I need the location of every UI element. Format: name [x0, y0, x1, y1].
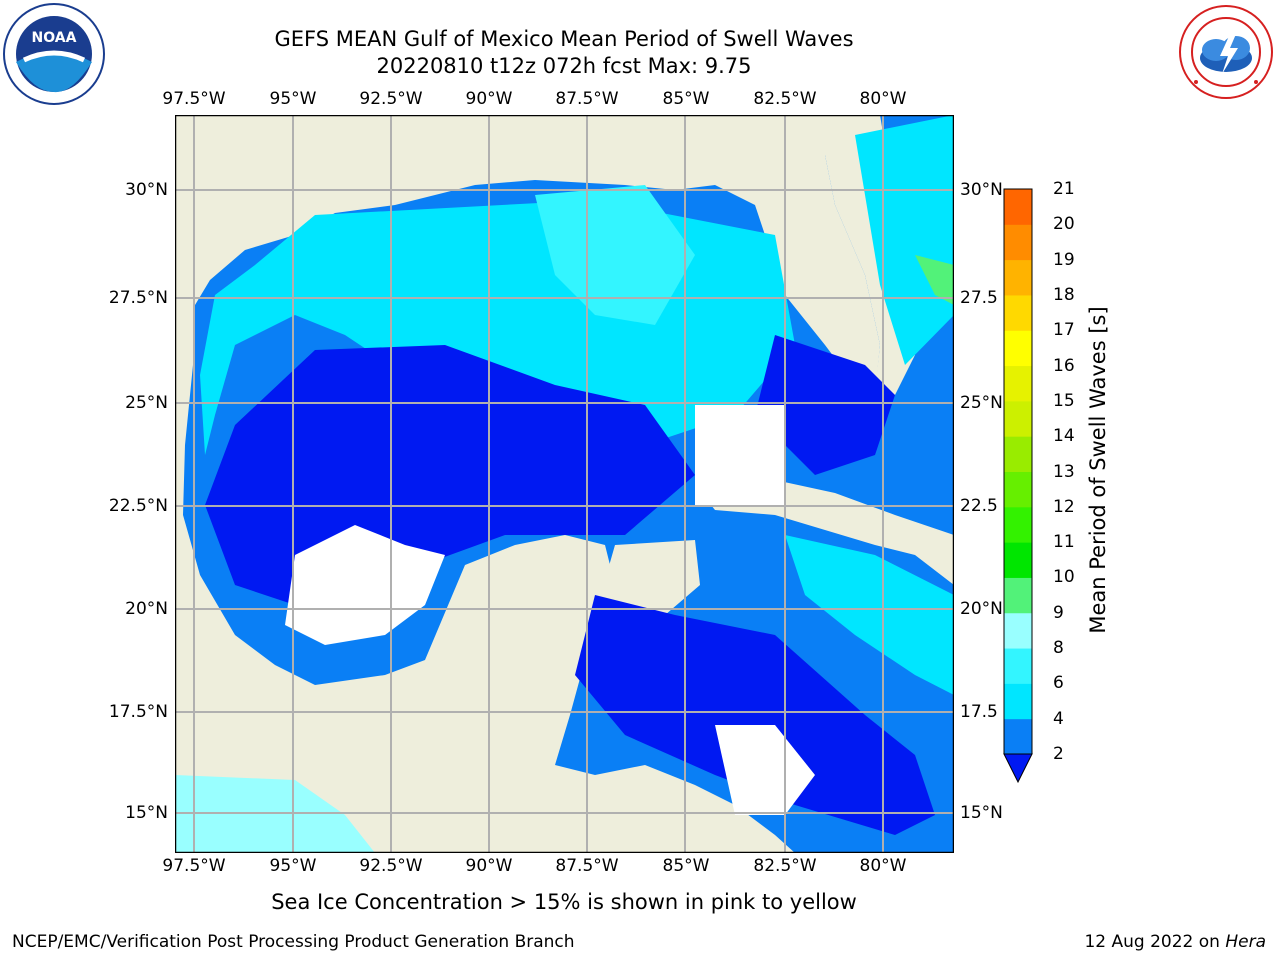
lat-tick-left: 15°N	[125, 803, 168, 823]
colorbar-tick-label: 16	[1053, 355, 1075, 376]
lat-tick-left: 27.5°N	[108, 288, 168, 308]
lat-tick-right: 17.5	[960, 702, 998, 722]
colorbar-segment	[1004, 189, 1032, 225]
footer-date: 12 Aug 2022 on Hera	[1084, 932, 1266, 952]
colorbar-tick-label: 17	[1053, 320, 1075, 341]
colorbar-tick-label: 4	[1053, 708, 1064, 729]
lon-tick-bottom: 85°W	[662, 856, 710, 876]
lon-tick-top: 90°W	[465, 89, 513, 109]
lon-tick-bottom: 90°W	[465, 856, 513, 876]
lat-tick-left: 17.5°N	[108, 702, 168, 722]
colorbar-tick-label: 19	[1053, 249, 1075, 270]
colorbar-label: Mean Period of Swell Waves [s]	[1086, 306, 1110, 634]
swell-field	[175, 115, 954, 853]
colorbar-segment	[1004, 259, 1032, 296]
colorbar-frame	[1003, 188, 1033, 755]
sea-ice-note: Sea Ice Concentration > 15% is shown in …	[271, 890, 857, 914]
lat-tick-right: 25°N	[960, 393, 1003, 413]
lat-tick-left: 30°N	[125, 180, 168, 200]
colorbar-tick-label: 13	[1053, 461, 1075, 482]
lon-tick-top: 80°W	[859, 89, 907, 109]
colorbar-segment	[1004, 542, 1032, 578]
colorbar-segment	[1004, 436, 1032, 472]
footer-credit: NCEP/EMC/Verification Post Processing Pr…	[12, 932, 575, 952]
colorbar	[1003, 188, 1033, 784]
colorbar-tick-label: 11	[1053, 532, 1075, 553]
lon-tick-top: 95°W	[269, 89, 317, 109]
lon-tick-top: 85°W	[662, 89, 710, 109]
lon-tick-bottom: 95°W	[269, 856, 317, 876]
colorbar-segment	[1004, 683, 1032, 720]
lon-tick-top: 82.5°W	[753, 89, 817, 109]
footer-date-text: 12 Aug 2022 on	[1084, 932, 1226, 952]
lon-tick-top: 92.5°W	[359, 89, 423, 109]
colorbar-segment	[1004, 365, 1032, 402]
colorbar-tick-label: 15	[1053, 390, 1075, 411]
colorbar-tick-label: 14	[1053, 426, 1075, 447]
lon-tick-bottom: 92.5°W	[359, 856, 423, 876]
lon-tick-top: 87.5°W	[555, 89, 619, 109]
lon-tick-bottom: 80°W	[859, 856, 907, 876]
noaa-logo: NOAA	[3, 3, 105, 105]
colorbar-segment	[1004, 718, 1032, 755]
colorbar-tick-label: 10	[1053, 567, 1075, 588]
colorbar-tick-label: 12	[1053, 496, 1075, 517]
lat-tick-right: 15°N	[960, 803, 1003, 823]
colorbar-segment	[1004, 612, 1032, 649]
lat-tick-right: 27.5	[960, 288, 998, 308]
lat-tick-right: 30°N	[960, 180, 1003, 200]
noaa-logo-text: NOAA	[32, 30, 77, 46]
lat-tick-left: 25°N	[125, 393, 168, 413]
lon-tick-top: 97.5°W	[162, 89, 226, 109]
colorbar-segment	[1004, 330, 1032, 367]
colorbar-tick-label: 18	[1053, 284, 1075, 305]
colorbar-tick-label: 9	[1053, 602, 1064, 623]
colorbar-tick-label: 8	[1053, 638, 1064, 659]
lon-tick-bottom: 82.5°W	[753, 856, 817, 876]
colorbar-segment	[1004, 471, 1032, 508]
map-gridlines	[175, 115, 954, 853]
colorbar-tick-label: 6	[1053, 673, 1064, 694]
lat-tick-left: 20°N	[125, 599, 168, 619]
lon-tick-bottom: 87.5°W	[555, 856, 619, 876]
lat-tick-right: 22.5	[960, 496, 998, 516]
map-frame	[175, 115, 954, 853]
colorbar-tick-label: 20	[1053, 214, 1075, 235]
colorbar-extend-triangle	[1003, 753, 1033, 784]
colorbar-segment	[1004, 400, 1032, 437]
lat-tick-right: 20°N	[960, 599, 1003, 619]
chart-title: GEFS MEAN Gulf of Mexico Mean Period of …	[274, 27, 854, 51]
gulf-map	[175, 115, 954, 853]
nws-logo	[1179, 5, 1273, 99]
footer-host: Hera	[1225, 932, 1266, 952]
colorbar-segment	[1004, 648, 1032, 684]
lon-tick-bottom: 97.5°W	[162, 856, 226, 876]
colorbar-tick-label: 2	[1053, 744, 1064, 764]
colorbar-tick-label: 21	[1053, 179, 1075, 199]
land-areas	[175, 115, 954, 853]
colorbar-segment	[1004, 577, 1032, 614]
chart-subtitle: 20220810 t12z 072h fcst Max: 9.75	[376, 54, 752, 78]
colorbar-segment	[1004, 294, 1032, 331]
lat-tick-left: 22.5°N	[108, 496, 168, 516]
colorbar-segment	[1004, 224, 1032, 261]
colorbar-segment	[1004, 506, 1032, 543]
